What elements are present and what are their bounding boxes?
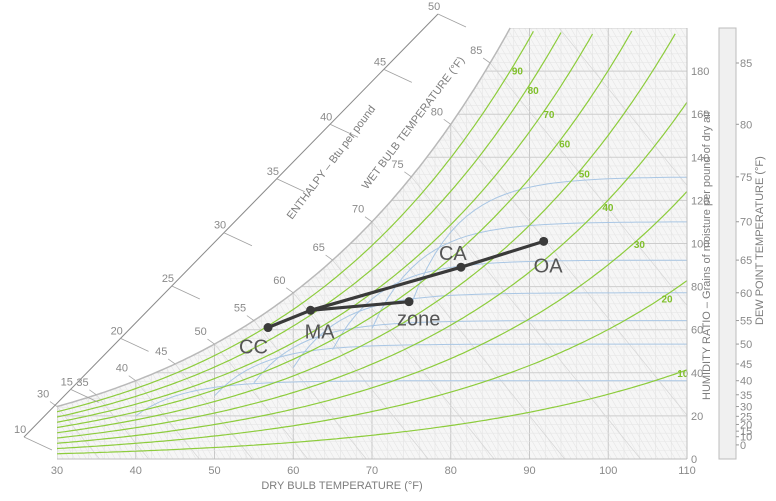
dew-point-scale-bar	[719, 28, 736, 459]
enthalpy-tick-label: 30	[214, 220, 226, 232]
dew-point-tick-label: 60	[740, 288, 752, 300]
rh-label-70: 70	[543, 110, 555, 121]
wet-bulb-tick-label: 35	[76, 377, 88, 389]
rh-label-80: 80	[528, 86, 540, 97]
wet-bulb-tick	[365, 217, 372, 222]
state-point-zone	[405, 297, 414, 306]
state-label-CA: CA	[439, 243, 467, 265]
enthalpy-tick	[438, 14, 466, 27]
dew-point-tick-label: 45	[740, 359, 752, 371]
x-tick-label: 70	[366, 465, 378, 477]
wet-bulb-tick-label: 75	[391, 159, 403, 171]
wet-bulb-tick-label: 65	[313, 242, 325, 254]
dew-point-tick-label: 35	[740, 390, 752, 402]
rh-label-30: 30	[634, 240, 646, 251]
wet-bulb-tick	[483, 58, 490, 63]
enthalpy-tick	[24, 437, 52, 450]
wet-bulb-tick-label: 40	[116, 363, 128, 375]
dew-point-axis-title: DEW POINT TEMPERATURE (°F)	[754, 156, 766, 325]
state-label-CC: CC	[239, 337, 268, 359]
wet-bulb-tick-label: 45	[155, 346, 167, 358]
state-point-CC	[264, 323, 273, 332]
state-point-OA	[539, 237, 548, 246]
dew-point-tick-label: 50	[740, 339, 752, 351]
rh-label-60: 60	[559, 139, 571, 150]
wet-bulb-tick	[168, 359, 175, 364]
wet-bulb-tick-label: 60	[273, 275, 285, 287]
dew-point-tick-label: 65	[740, 255, 752, 267]
wet-bulb-tick	[247, 316, 254, 321]
enthalpy-tick-label: 25	[162, 273, 174, 285]
x-tick-label: 50	[208, 465, 220, 477]
wet-bulb-tick-label: 55	[234, 303, 246, 315]
enthalpy-tick	[121, 338, 149, 351]
x-tick-label: 110	[678, 465, 696, 477]
enthalpy-tick-label: 45	[374, 56, 386, 68]
state-point-MA	[306, 306, 315, 315]
enthalpy-tick	[224, 233, 252, 246]
wet-bulb-tick	[286, 288, 293, 293]
dew-point-tick-label: 75	[740, 172, 752, 184]
rh-label-50: 50	[579, 170, 591, 181]
wet-bulb-tick	[444, 119, 451, 124]
wet-bulb-tick-label: 70	[352, 204, 364, 216]
enthalpy-tick-label: 50	[428, 1, 440, 13]
wet-bulb-tick	[208, 339, 215, 344]
dew-point-tick-label: 30	[740, 402, 752, 414]
enthalpy-tick	[277, 179, 305, 192]
x-axis-title: DRY BULB TEMPERATURE (°F)	[261, 480, 422, 492]
dew-point-tick-label: 55	[740, 316, 752, 328]
x-tick-label: 30	[51, 465, 63, 477]
enthalpy-tick-label: 15	[61, 376, 73, 388]
rh-label-40: 40	[602, 203, 614, 214]
enthalpy-tick	[384, 69, 412, 82]
x-tick-label: 100	[599, 465, 617, 477]
x-tick-label: 60	[287, 465, 299, 477]
dew-point-tick-label: 85	[740, 58, 752, 70]
y-axis-title: HUMIDITY RATIO – Grains of moisture per …	[701, 110, 713, 400]
dew-point-tick-label: 80	[740, 119, 752, 131]
x-tick-label: 80	[445, 465, 457, 477]
wet-bulb-tick	[89, 390, 96, 395]
wet-bulb-tick-label: 80	[431, 106, 443, 118]
dew-point-tick-label: 70	[740, 217, 752, 229]
enthalpy-tick-label: 40	[320, 111, 332, 123]
wet-bulb-tick	[129, 376, 136, 381]
y-tick-label: 180	[691, 66, 709, 78]
rh-label-20: 20	[661, 294, 673, 305]
x-tick-label: 90	[523, 465, 535, 477]
rh-label-90: 90	[512, 67, 524, 78]
wet-bulb-tick	[404, 172, 411, 177]
enthalpy-tick-label: 20	[111, 325, 123, 337]
state-label-zone: zone	[397, 309, 440, 331]
wet-bulb-tick-label: 30	[37, 389, 49, 401]
x-tick-label: 40	[130, 465, 142, 477]
y-tick-label: 20	[691, 411, 703, 423]
enthalpy-tick-label: 10	[14, 424, 26, 436]
wet-bulb-tick-label: 85	[470, 45, 482, 57]
state-label-MA: MA	[305, 321, 336, 343]
enthalpy-tick	[172, 286, 200, 299]
y-tick-label: 0	[691, 454, 697, 466]
wet-bulb-tick	[326, 255, 333, 260]
dew-point-tick-label: 40	[740, 376, 752, 388]
enthalpy-tick-label: 35	[267, 166, 279, 178]
state-label-OA: OA	[534, 255, 564, 277]
wet-bulb-tick-label: 50	[195, 326, 207, 338]
